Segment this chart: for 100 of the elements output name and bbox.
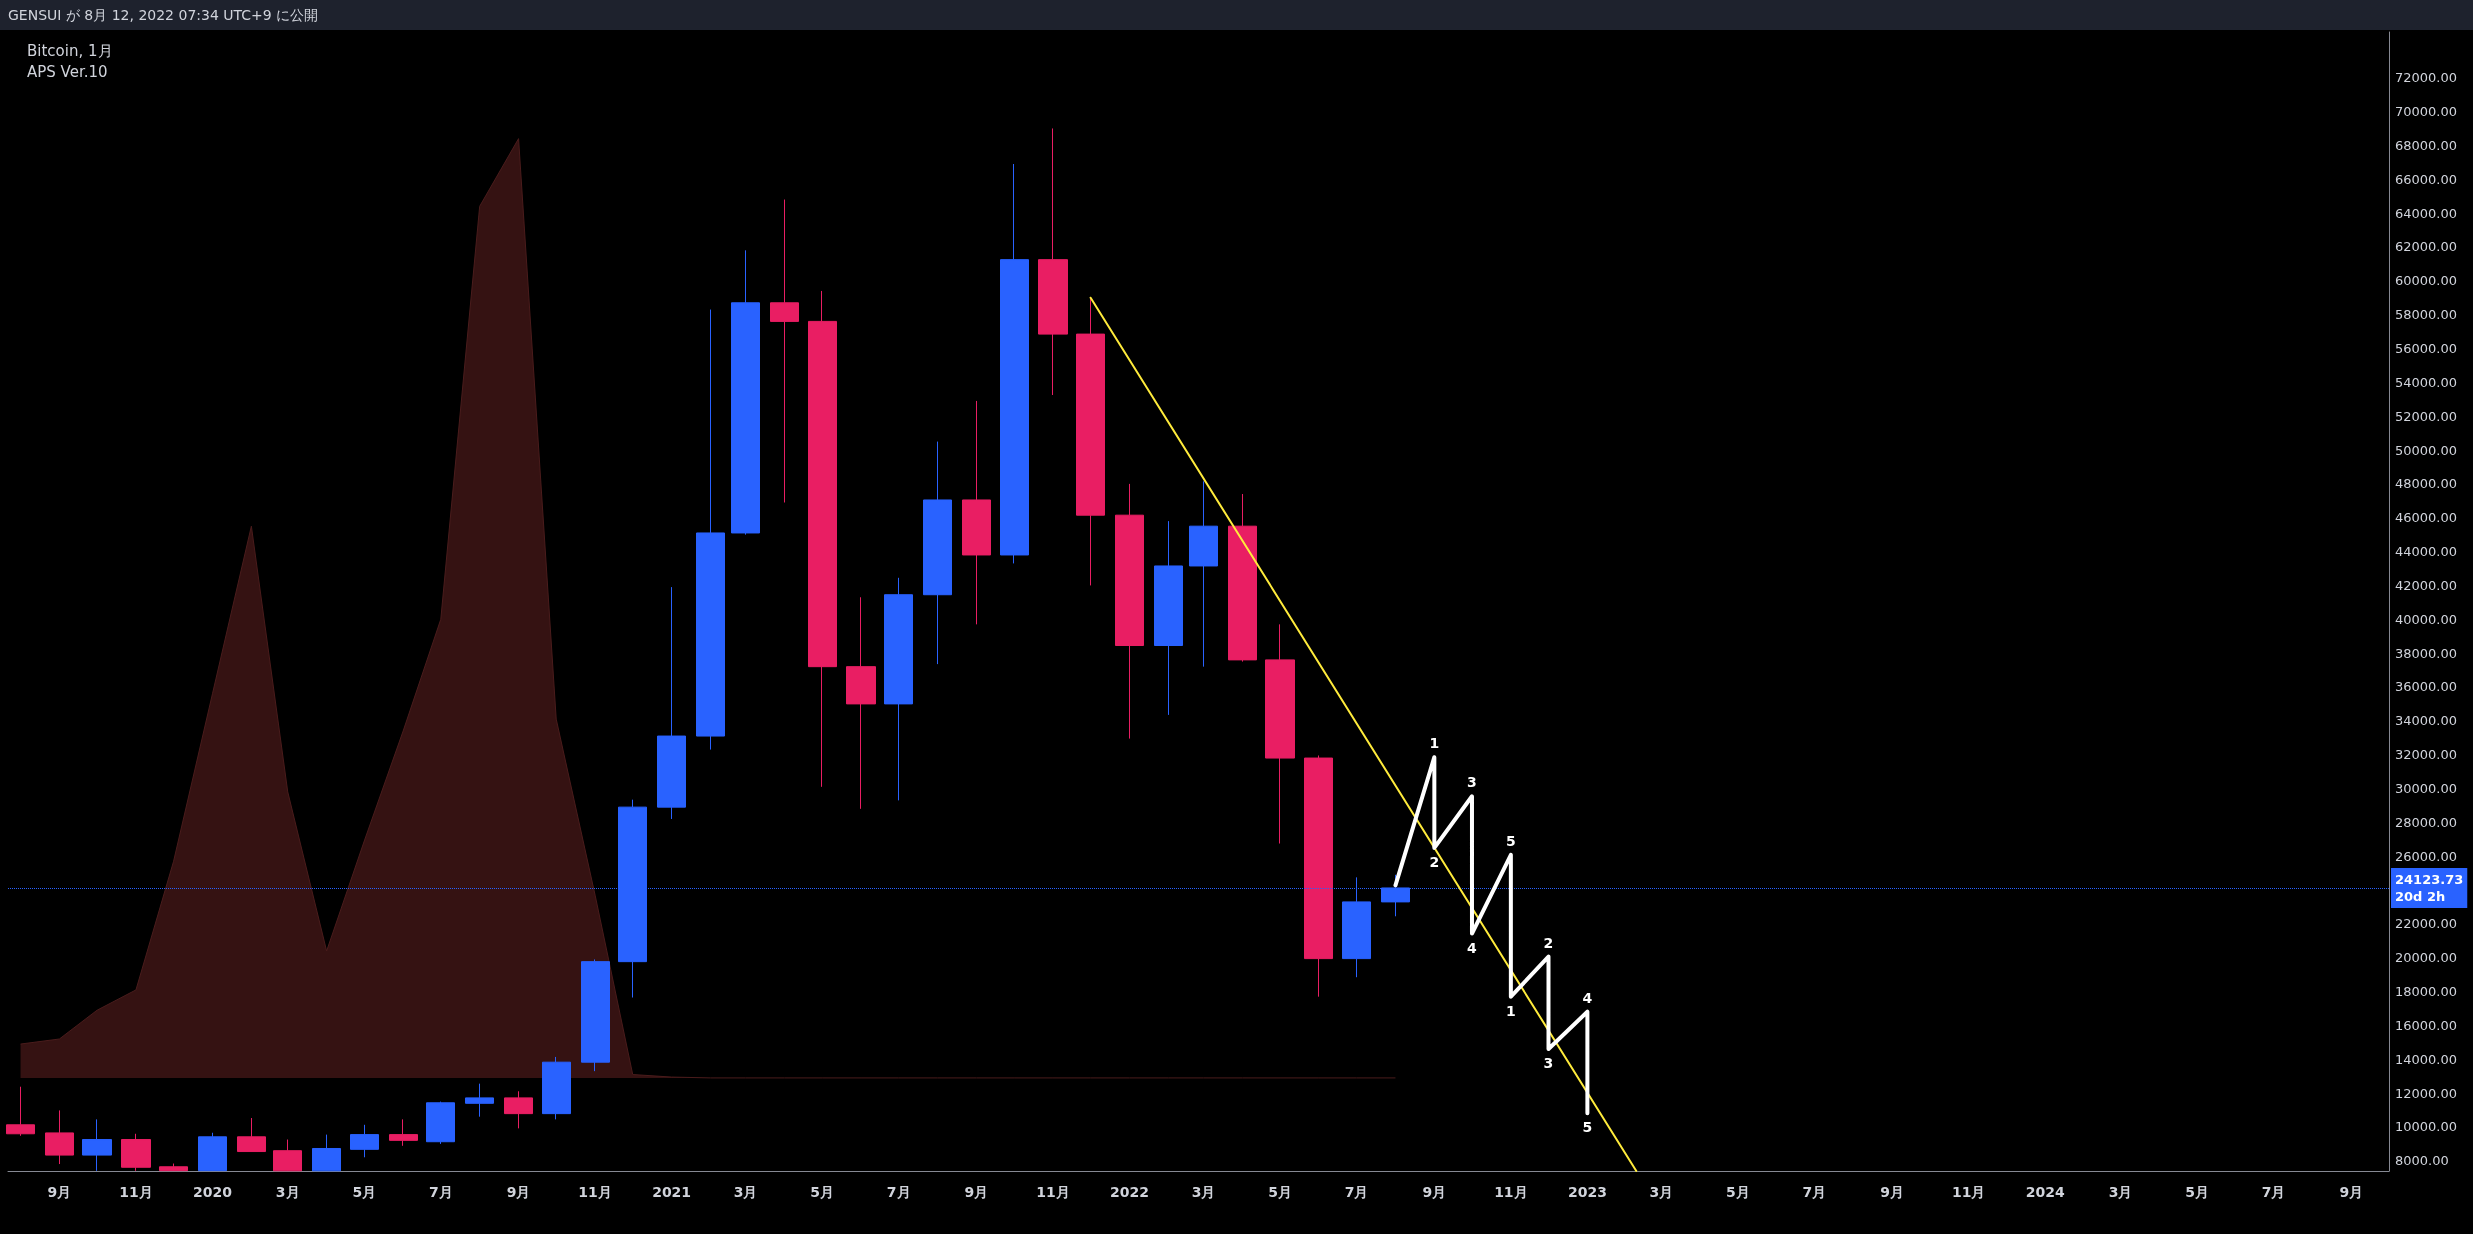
candlestick (1189, 480, 1218, 668)
candlestick (1038, 127, 1068, 396)
candlestick (350, 1124, 379, 1158)
candlestick (657, 586, 686, 820)
candlestick (1304, 755, 1333, 998)
x-tick-label: 5月 (810, 1184, 835, 1200)
x-tick-label: 5月 (352, 1184, 377, 1200)
x-tick-label: 9月 (964, 1184, 989, 1200)
y-tick-label: 60000.00 (2395, 273, 2458, 289)
y-tick-label: 30000.00 (2395, 781, 2458, 797)
annotation: 1 (1429, 735, 1440, 752)
y-tick-label: 44000.00 (2395, 544, 2458, 560)
annotation: 2 (1429, 853, 1440, 870)
x-tick-label: 3月 (1191, 1184, 1216, 1200)
x-tick-label: 3月 (2108, 1184, 2133, 1200)
candlestick (82, 1118, 112, 1172)
x-tick-label: 2023 (1567, 1184, 1607, 1200)
y-tick-label: 32000.00 (2395, 747, 2458, 763)
x-tick-label: 7月 (2261, 1184, 2286, 1200)
candlestick (962, 400, 991, 625)
candlestick (198, 1132, 227, 1172)
candlestick (273, 1139, 302, 1172)
y-tick-label: 48000.00 (2395, 476, 2458, 492)
candlestick (312, 1134, 341, 1172)
candlestick (237, 1117, 266, 1153)
y-tick-label: 34000.00 (2395, 713, 2458, 729)
candlestick (1265, 623, 1295, 845)
annotation: 4 (1582, 989, 1593, 1006)
y-tick-label: 54000.00 (2395, 374, 2458, 390)
candlestick (426, 1101, 455, 1145)
y-tick-label: 70000.00 (2395, 104, 2458, 120)
y-tick-label: 28000.00 (2395, 814, 2458, 830)
x-tick-label: 3月 (275, 1184, 300, 1200)
y-tick-label: 14000.00 (2395, 1051, 2458, 1067)
annotation: 2 (1543, 934, 1554, 951)
y-tick-label: 52000.00 (2395, 408, 2458, 424)
candlestick (846, 596, 876, 810)
y-tick-label: 16000.00 (2395, 1017, 2458, 1033)
y-tick-label: 50000.00 (2395, 442, 2458, 458)
x-tick-label: 11月 (578, 1184, 612, 1200)
y-tick-label: 64000.00 (2395, 205, 2458, 221)
annotation: 1 (1505, 1002, 1516, 1019)
x-tick-label: 7月 (428, 1184, 453, 1200)
y-tick-label: 46000.00 (2395, 510, 2458, 526)
annotation: 4 (1467, 939, 1478, 956)
y-tick-label: 22000.00 (2395, 916, 2458, 932)
x-tick-label: 7月 (886, 1184, 911, 1200)
x-tick-label: 2021 (652, 1184, 692, 1200)
candlestick (504, 1090, 533, 1129)
annotation: 3 (1543, 1054, 1554, 1071)
candlestick (1076, 297, 1105, 586)
text: GENSUI が 8月 12, 2022 07:34 UTC+9 に公開 (8, 7, 319, 23)
y-tick-label: 20000.00 (2395, 950, 2458, 966)
candlestick (581, 958, 610, 1072)
candlestick (731, 249, 760, 536)
x-tick-label: 5月 (2185, 1184, 2209, 1200)
x-tick-label: 11月 (119, 1184, 153, 1200)
x-tick-label: 5月 (1268, 1184, 1292, 1200)
y-tick-label: 68000.00 (2395, 137, 2458, 153)
annotation: 5 (1505, 832, 1516, 849)
candlestick (1154, 520, 1183, 716)
candlestick (696, 309, 725, 751)
candlestick (6, 1086, 35, 1137)
candlestick (808, 290, 837, 788)
y-tick-label: 40000.00 (2395, 611, 2458, 627)
x-tick-label: 9月 (2339, 1184, 2364, 1200)
y-tick-label: 18000.00 (2395, 984, 2458, 1000)
line-series (1393, 755, 1590, 1116)
y-tick-label: 72000.00 (2395, 70, 2458, 86)
y-tick-label: 58000.00 (2395, 307, 2458, 323)
x-tick-label: 9月 (506, 1184, 531, 1200)
text: Bitcoin, 1月 (27, 41, 113, 60)
candlestick (159, 1163, 188, 1172)
x-tick-label: 2020 (193, 1184, 233, 1200)
y-tick-label: 10000.00 (2395, 1119, 2458, 1135)
x-tick-label: 9月 (1880, 1184, 1905, 1200)
x-tick-label: 11月 (1036, 1184, 1070, 1200)
x-tick-label: 11月 (1494, 1184, 1528, 1200)
x-tick-label: 2022 (1110, 1184, 1149, 1200)
candlestick (542, 1056, 571, 1120)
candlestick (45, 1109, 74, 1165)
x-tick-label: 9月 (47, 1184, 72, 1200)
x-tick-label: 7月 (1802, 1184, 1827, 1200)
ref-line-label: 24123.73 20d 2h (2395, 871, 2464, 904)
y-tick-label: 56000.00 (2395, 340, 2458, 356)
candlestick (884, 577, 913, 801)
y-tick-label: 12000.00 (2395, 1085, 2458, 1101)
candlestick (923, 441, 952, 665)
y-tick-label: 36000.00 (2395, 679, 2458, 695)
candlestick (1115, 483, 1144, 740)
y-tick-label: 42000.00 (2395, 577, 2458, 593)
x-tick-label: 3月 (733, 1184, 758, 1200)
candlestick (1000, 163, 1029, 564)
text: APS Ver.10 (27, 62, 108, 81)
y-tick-label: 66000.00 (2395, 171, 2458, 187)
y-tick-label: 38000.00 (2395, 645, 2458, 661)
x-tick-label: 11月 (1952, 1184, 1986, 1200)
candlestick (770, 199, 799, 503)
y-tick-label: 8000.00 (2395, 1153, 2449, 1169)
candlestick (465, 1083, 494, 1118)
